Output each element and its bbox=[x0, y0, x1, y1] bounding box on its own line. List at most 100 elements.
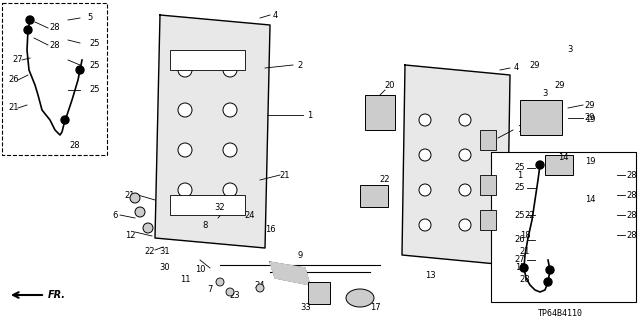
Text: 22: 22 bbox=[145, 248, 156, 256]
Circle shape bbox=[419, 114, 431, 126]
Circle shape bbox=[419, 184, 431, 196]
Text: 26: 26 bbox=[9, 76, 19, 85]
Text: 4: 4 bbox=[513, 63, 518, 72]
Circle shape bbox=[135, 207, 145, 217]
Circle shape bbox=[26, 16, 34, 24]
Text: 32: 32 bbox=[214, 204, 225, 212]
Text: 3: 3 bbox=[542, 88, 548, 98]
Text: FR.: FR. bbox=[48, 290, 66, 300]
Circle shape bbox=[216, 278, 224, 286]
Bar bbox=[491, 152, 636, 302]
Text: 33: 33 bbox=[301, 303, 312, 313]
Text: 10: 10 bbox=[195, 265, 205, 275]
Circle shape bbox=[24, 26, 32, 34]
Text: 3: 3 bbox=[567, 46, 573, 55]
Text: 1: 1 bbox=[307, 110, 312, 120]
Text: 9: 9 bbox=[298, 250, 303, 259]
Text: 28: 28 bbox=[627, 231, 637, 240]
Bar bbox=[480, 175, 496, 195]
Text: 25: 25 bbox=[515, 183, 525, 192]
Text: 25: 25 bbox=[90, 39, 100, 48]
Text: 15: 15 bbox=[515, 263, 525, 272]
Text: 27: 27 bbox=[515, 256, 525, 264]
Text: 6: 6 bbox=[112, 211, 118, 219]
Circle shape bbox=[223, 143, 237, 157]
Text: 1: 1 bbox=[517, 170, 523, 180]
Text: 28: 28 bbox=[50, 24, 60, 33]
Text: 25: 25 bbox=[90, 85, 100, 94]
Text: 29: 29 bbox=[585, 114, 595, 122]
Text: 21: 21 bbox=[9, 103, 19, 113]
Text: 19: 19 bbox=[585, 158, 595, 167]
Polygon shape bbox=[270, 262, 310, 285]
Text: 25: 25 bbox=[90, 61, 100, 70]
Text: 29: 29 bbox=[555, 80, 565, 90]
Circle shape bbox=[256, 284, 264, 292]
Circle shape bbox=[226, 288, 234, 296]
Text: 21: 21 bbox=[520, 248, 531, 256]
Text: 29: 29 bbox=[585, 100, 595, 109]
Text: 24: 24 bbox=[255, 280, 265, 290]
Circle shape bbox=[544, 278, 552, 286]
Text: 14: 14 bbox=[585, 196, 595, 204]
Circle shape bbox=[419, 149, 431, 161]
Text: 29: 29 bbox=[530, 61, 540, 70]
Text: 21: 21 bbox=[280, 170, 291, 180]
Text: 18: 18 bbox=[520, 231, 531, 240]
Text: 4: 4 bbox=[273, 11, 278, 19]
Text: 22: 22 bbox=[525, 211, 535, 219]
Text: 27: 27 bbox=[13, 56, 23, 64]
Text: 16: 16 bbox=[265, 226, 275, 234]
Text: 26: 26 bbox=[515, 235, 525, 244]
Circle shape bbox=[459, 149, 471, 161]
Circle shape bbox=[130, 193, 140, 203]
Text: 28: 28 bbox=[50, 41, 60, 49]
Bar bbox=[308, 282, 330, 304]
Text: 8: 8 bbox=[202, 220, 208, 229]
Bar bbox=[545, 155, 573, 175]
Text: 1: 1 bbox=[517, 125, 523, 135]
Circle shape bbox=[223, 63, 237, 77]
Text: 5: 5 bbox=[88, 13, 93, 23]
Text: 23: 23 bbox=[230, 291, 240, 300]
Text: 20: 20 bbox=[385, 80, 396, 90]
Text: 13: 13 bbox=[425, 271, 435, 279]
Text: 31: 31 bbox=[160, 248, 170, 256]
Polygon shape bbox=[155, 15, 270, 248]
Circle shape bbox=[143, 223, 153, 233]
Text: 22: 22 bbox=[380, 175, 390, 184]
Bar bbox=[520, 100, 562, 135]
Bar bbox=[170, 195, 245, 215]
Circle shape bbox=[61, 116, 69, 124]
Circle shape bbox=[459, 219, 471, 231]
Text: 28: 28 bbox=[520, 276, 531, 285]
Polygon shape bbox=[402, 65, 510, 265]
Text: 28: 28 bbox=[627, 211, 637, 219]
Circle shape bbox=[459, 114, 471, 126]
Circle shape bbox=[178, 183, 192, 197]
Ellipse shape bbox=[346, 289, 374, 307]
Circle shape bbox=[546, 266, 554, 274]
Text: 28: 28 bbox=[70, 140, 80, 150]
Circle shape bbox=[178, 103, 192, 117]
Text: 2: 2 bbox=[298, 61, 303, 70]
Bar bbox=[480, 210, 496, 230]
Circle shape bbox=[419, 219, 431, 231]
Circle shape bbox=[223, 103, 237, 117]
Text: 21: 21 bbox=[125, 190, 135, 199]
Bar bbox=[480, 130, 496, 150]
Circle shape bbox=[76, 66, 84, 74]
Circle shape bbox=[536, 161, 544, 169]
Circle shape bbox=[520, 264, 528, 272]
Text: 12: 12 bbox=[125, 231, 135, 240]
Text: 30: 30 bbox=[160, 263, 170, 272]
Text: 28: 28 bbox=[627, 170, 637, 180]
Bar bbox=[2, 3, 107, 155]
Circle shape bbox=[223, 183, 237, 197]
Text: 19: 19 bbox=[585, 115, 595, 124]
Bar bbox=[365, 95, 395, 130]
Text: 28: 28 bbox=[627, 190, 637, 199]
Circle shape bbox=[178, 143, 192, 157]
Text: 17: 17 bbox=[370, 303, 380, 313]
Text: TP64B4110: TP64B4110 bbox=[538, 308, 582, 317]
